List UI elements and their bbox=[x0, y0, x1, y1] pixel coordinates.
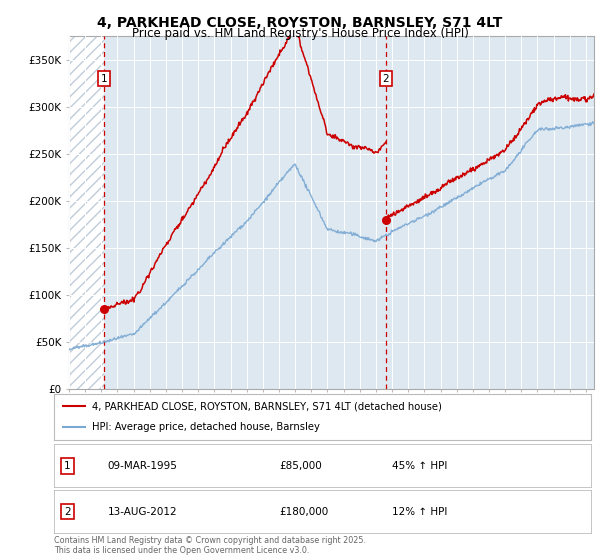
Text: 45% ↑ HPI: 45% ↑ HPI bbox=[392, 461, 448, 470]
Text: £85,000: £85,000 bbox=[280, 461, 322, 470]
Text: 1: 1 bbox=[101, 74, 107, 84]
Text: 2: 2 bbox=[64, 507, 71, 516]
Text: 4, PARKHEAD CLOSE, ROYSTON, BARNSLEY, S71 4LT (detached house): 4, PARKHEAD CLOSE, ROYSTON, BARNSLEY, S7… bbox=[92, 401, 442, 411]
Text: 1: 1 bbox=[64, 461, 71, 470]
Text: Price paid vs. HM Land Registry's House Price Index (HPI): Price paid vs. HM Land Registry's House … bbox=[131, 27, 469, 40]
Text: 2: 2 bbox=[383, 74, 389, 84]
Text: HPI: Average price, detached house, Barnsley: HPI: Average price, detached house, Barn… bbox=[92, 422, 319, 432]
Text: 4, PARKHEAD CLOSE, ROYSTON, BARNSLEY, S71 4LT: 4, PARKHEAD CLOSE, ROYSTON, BARNSLEY, S7… bbox=[97, 16, 503, 30]
Text: 12% ↑ HPI: 12% ↑ HPI bbox=[392, 507, 448, 516]
Bar bbox=[69, 36, 104, 389]
Text: 13-AUG-2012: 13-AUG-2012 bbox=[108, 507, 178, 516]
Text: Contains HM Land Registry data © Crown copyright and database right 2025.
This d: Contains HM Land Registry data © Crown c… bbox=[54, 536, 366, 556]
Text: £180,000: £180,000 bbox=[280, 507, 329, 516]
Text: 09-MAR-1995: 09-MAR-1995 bbox=[108, 461, 178, 470]
